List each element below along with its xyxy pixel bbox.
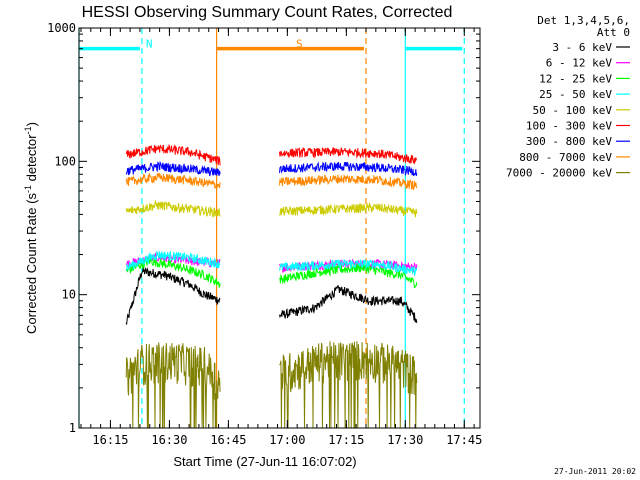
series-line-3-window-1 [279, 258, 418, 276]
series-line-4-window-0 [125, 199, 221, 218]
legend: Det 1,3,4,5,6,Att 0 3 - 6 keV 6 - 12 keV 12… [506, 14, 630, 180]
plot-frame [78, 27, 481, 429]
series-line-0-window-0 [125, 267, 221, 325]
legend-label-4: 50 - 100 keV [533, 104, 613, 117]
series-line-7-window-0 [125, 172, 221, 190]
x-tick-label-6: 17:45 [446, 433, 482, 447]
series-line-6-window-0 [125, 160, 221, 177]
series-line-2-window-0 [125, 256, 221, 288]
y-tick-label-0: 1 [69, 421, 76, 435]
legend-label-2: 12 - 25 keV [539, 72, 612, 85]
series-line-0-window-1 [279, 285, 418, 324]
series-line-4-window-1 [279, 201, 418, 218]
interval-label-1: S [296, 38, 303, 51]
series-line-8-window-0 [125, 342, 221, 429]
x-tick-label-4: 17:15 [328, 433, 364, 447]
legend-title-line-0: Det 1,3,4,5,6, [537, 14, 630, 27]
series-line-3-window-0 [125, 250, 221, 271]
legend-label-7: 800 - 7000 keV [519, 151, 612, 164]
legend-label-6: 300 - 800 keV [526, 135, 612, 148]
legend-label-1: 6 - 12 keV [546, 57, 613, 70]
x-axis-label: Start Time (27-Jun-11 16:07:02) [173, 454, 356, 469]
legend-label-8: 7000 - 20000 keV [506, 167, 612, 180]
series-line-5-window-1 [279, 146, 417, 165]
x-tick-label-0: 16:15 [92, 433, 128, 447]
legend-label-0: 3 - 6 keV [552, 41, 612, 54]
series-line-2-window-1 [279, 263, 418, 289]
legend-label-3: 25 - 50 keV [539, 88, 612, 101]
legend-label-5: 100 - 300 keV [526, 120, 612, 133]
x-tick-label-5: 17:30 [387, 433, 423, 447]
chart-title: HESSI Observing Summary Count Rates, Cor… [82, 4, 453, 21]
interval-label-0: N [146, 38, 153, 51]
axes: 1 10 100 1000 16:15 16:30 16:45 17:00 17:15 17:30… [47, 21, 482, 447]
series-line-5-window-0 [125, 143, 221, 166]
footer-timestamp: 27-Jun-2011 20:02 [554, 467, 636, 476]
y-axis-label: Corrected Count Rate (s-1 detector-1) [23, 122, 39, 334]
y-tick-label-2: 100 [54, 154, 76, 168]
series-line-6-window-1 [279, 161, 418, 177]
legend-title-line-1: Att 0 [597, 26, 630, 39]
series-line-7-window-1 [279, 173, 418, 191]
y-tick-label-1: 10 [62, 288, 76, 302]
y-tick-label-3: 1000 [47, 21, 76, 35]
x-tick-label-3: 17:00 [269, 433, 305, 447]
series-line-8-window-1 [279, 341, 418, 429]
x-tick-label-2: 16:45 [210, 433, 246, 447]
x-tick-label-1: 16:30 [151, 433, 187, 447]
